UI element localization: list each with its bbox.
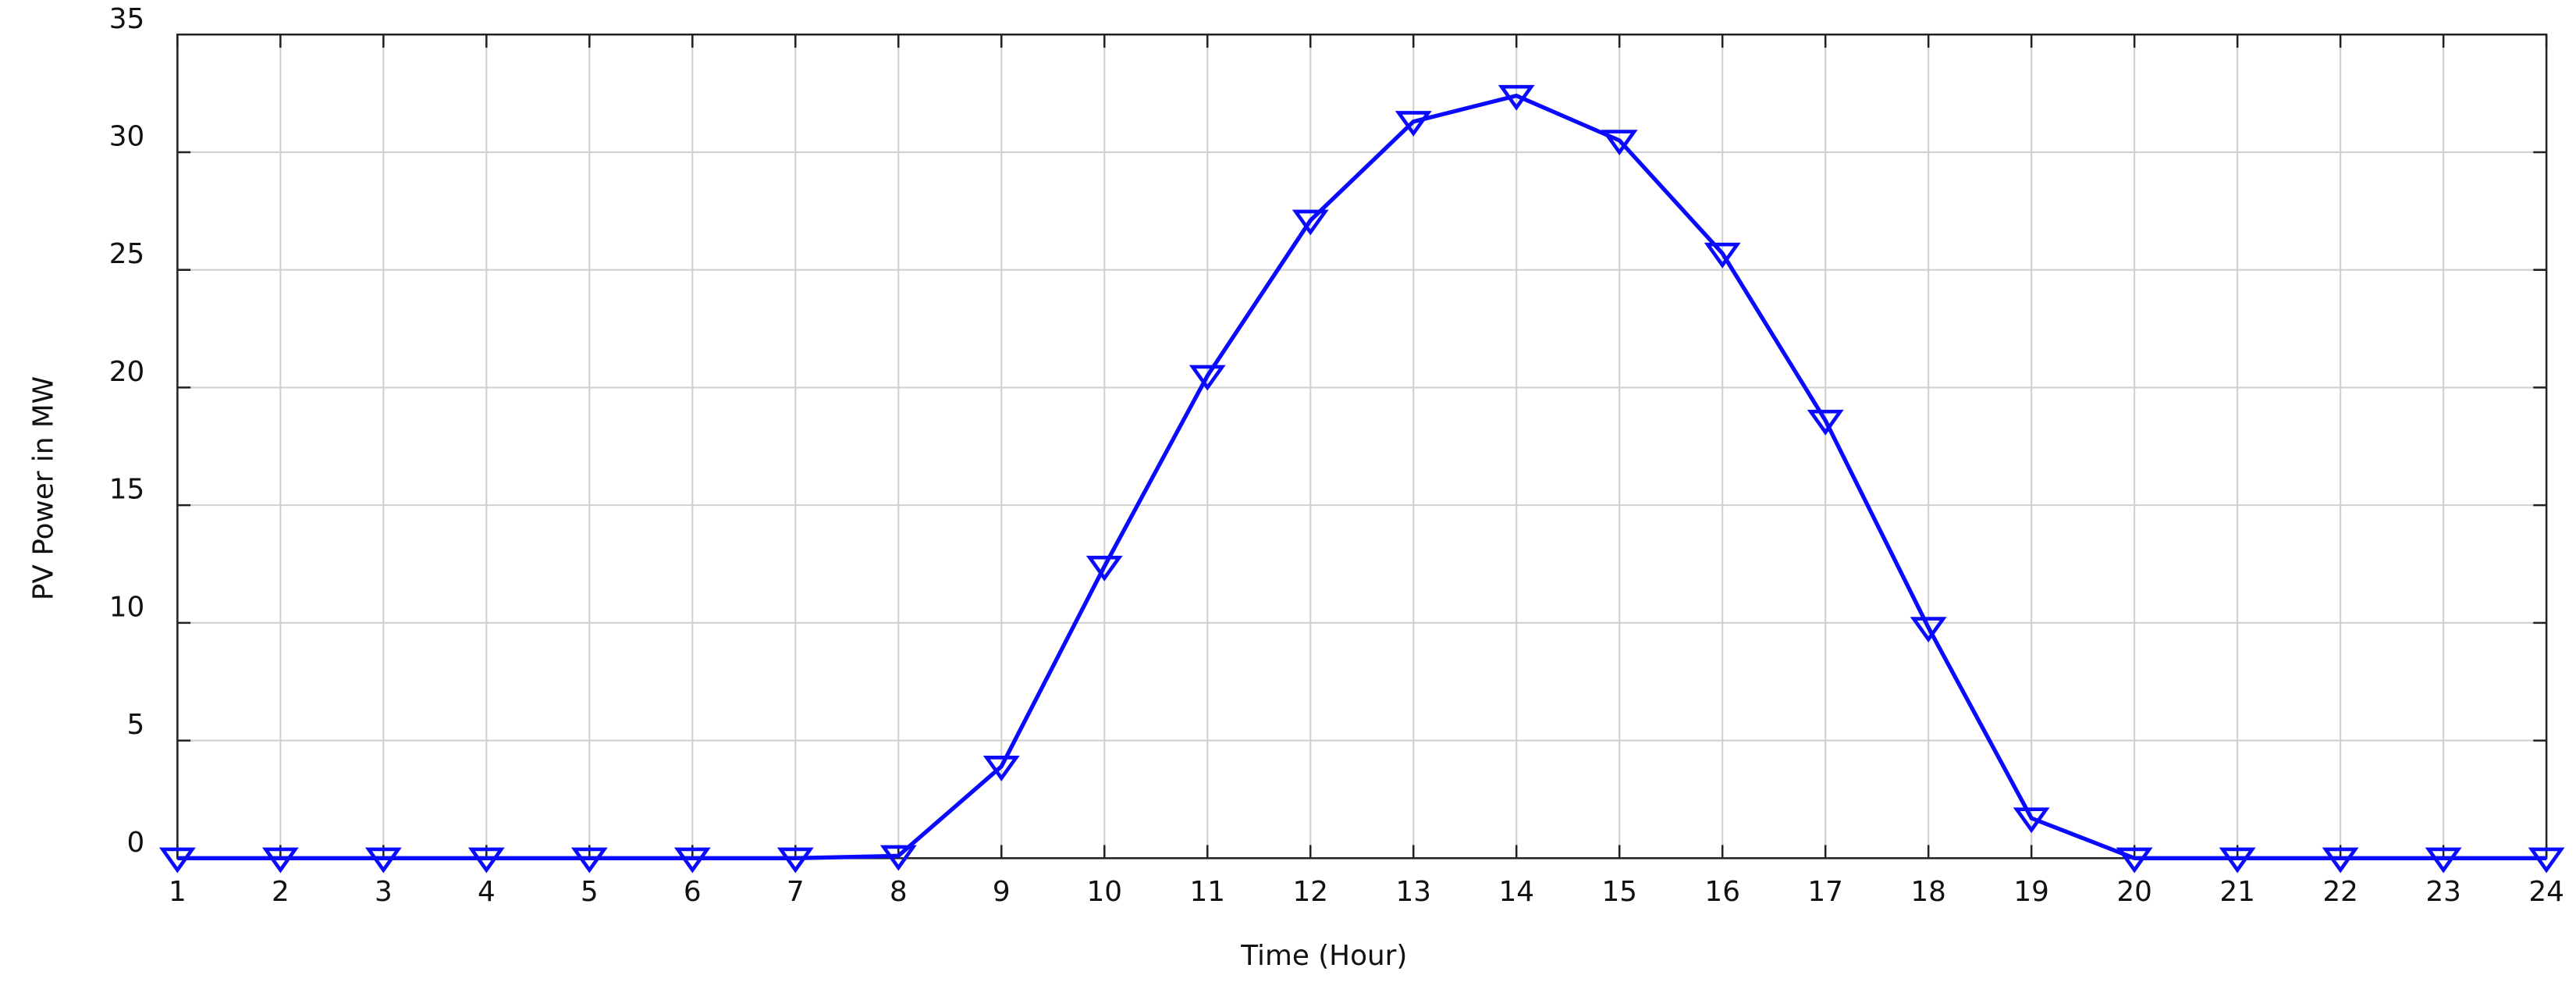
x-tick-label: 13	[1395, 876, 1431, 908]
y-tick-label: 0	[126, 827, 144, 859]
x-tick-label: 1	[169, 876, 187, 908]
y-tick-label: 35	[109, 3, 145, 35]
x-axis-label: Time (Hour)	[1240, 940, 1407, 972]
y-tick-label: 25	[109, 238, 145, 270]
data-marker	[776, 847, 814, 874]
x-tick-label: 4	[478, 876, 496, 908]
data-marker	[1498, 84, 1535, 111]
data-marker	[2528, 847, 2565, 874]
data-marker	[2425, 847, 2462, 874]
data-marker	[1292, 209, 1329, 236]
y-axis-label: PV Power in MW	[27, 376, 59, 600]
x-tick-label: 21	[2219, 876, 2255, 908]
y-tick-label: 5	[126, 709, 144, 741]
y-tick-label: 15	[109, 474, 145, 506]
data-marker	[467, 847, 505, 874]
x-tick-label: 16	[1704, 876, 1740, 908]
data-marker	[1395, 111, 1432, 137]
x-tick-label: 18	[1910, 876, 1946, 908]
data-marker	[2013, 807, 2050, 834]
y-tick-label: 20	[109, 356, 145, 388]
x-tick-label: 19	[2013, 876, 2049, 908]
x-tick-label: 5	[581, 876, 599, 908]
x-tick-label: 15	[1601, 876, 1637, 908]
x-tick-label: 24	[2528, 876, 2564, 908]
x-tick-label: 17	[1807, 876, 1843, 908]
data-marker	[1189, 365, 1226, 391]
x-tick-label: 8	[890, 876, 908, 908]
data-marker	[2116, 847, 2153, 874]
x-tick-label: 10	[1087, 876, 1123, 908]
x-tick-label: 14	[1498, 876, 1534, 908]
data-marker	[570, 847, 608, 874]
data-marker	[982, 756, 1020, 781]
y-tick-label: 30	[109, 121, 145, 153]
data-marker	[261, 847, 299, 874]
data-marker	[1910, 617, 1947, 643]
x-tick-label: 20	[2116, 876, 2152, 908]
x-tick-label: 9	[993, 876, 1011, 908]
x-tick-label: 3	[375, 876, 393, 908]
data-line	[177, 93, 2547, 860]
x-tick-label: 12	[1292, 876, 1328, 908]
data-marker	[2219, 847, 2256, 874]
data-marker	[364, 847, 402, 874]
data-marker	[1704, 242, 1741, 269]
data-marker	[1085, 555, 1123, 582]
y-tick-label: 10	[109, 591, 145, 623]
data-marker	[673, 847, 711, 874]
plot-frame	[176, 33, 2548, 860]
x-tick-label: 23	[2425, 876, 2461, 908]
x-tick-label: 2	[272, 876, 290, 908]
data-marker	[1601, 130, 1638, 156]
data-marker	[2322, 847, 2359, 874]
data-marker	[879, 845, 917, 871]
data-marker	[158, 847, 196, 874]
x-tick-label: 22	[2322, 876, 2358, 908]
x-tick-label: 6	[684, 876, 702, 908]
x-tick-label: 7	[787, 876, 805, 908]
data-marker	[1807, 409, 1844, 436]
x-tick-label: 11	[1189, 876, 1225, 908]
